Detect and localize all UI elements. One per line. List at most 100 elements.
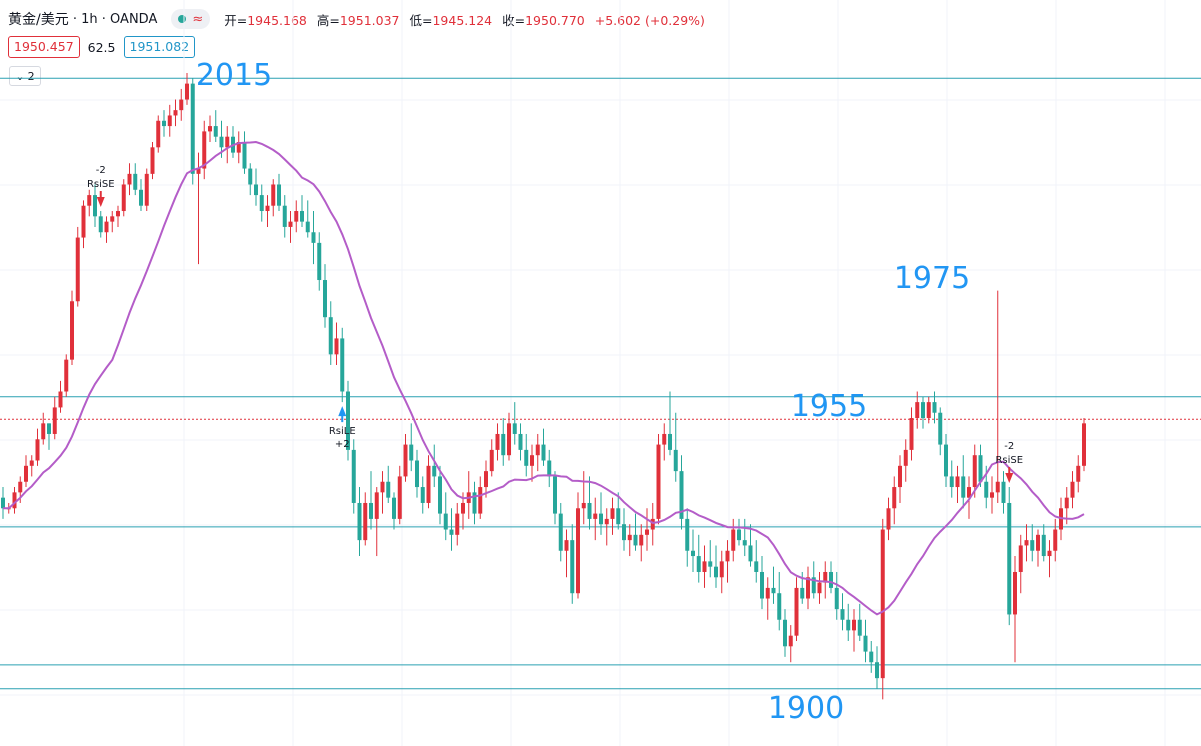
candle-body: [1064, 497, 1069, 509]
candle-body: [668, 433, 672, 450]
candle-body: [553, 476, 557, 514]
candle-body: [35, 439, 40, 461]
signal-arrow-up-icon: [338, 406, 347, 417]
candle-body: [311, 232, 316, 243]
candle-body: [351, 449, 356, 503]
candle-body: [880, 529, 885, 679]
candlestick-series: [1, 73, 1086, 700]
indicator-toggle-button[interactable]: ⌄ 2: [9, 66, 41, 86]
level-label: 1955: [791, 389, 867, 424]
candle-body: [524, 449, 529, 466]
level-label: 1975: [894, 261, 970, 296]
signal-label: RsiSE: [995, 455, 1023, 466]
candle-body: [949, 476, 954, 488]
open-label: 开=: [224, 12, 248, 28]
candle-body: [150, 147, 155, 174]
candle-body: [24, 465, 28, 482]
candle-body: [748, 545, 753, 562]
candle-body: [737, 529, 741, 541]
candle-body: [472, 492, 477, 514]
candle-body: [926, 402, 931, 419]
symbol-name[interactable]: 黄金/美元: [8, 12, 69, 28]
candle-body: [610, 508, 615, 519]
candle-body: [800, 587, 805, 599]
candle-body: [167, 115, 172, 127]
candle-body: [771, 587, 776, 594]
candle-body: [202, 131, 207, 169]
candle-body: [817, 582, 822, 594]
interval-label[interactable]: 1h: [81, 11, 98, 27]
candle-body: [587, 502, 592, 519]
candle-body: [386, 481, 391, 498]
candle-body: [403, 444, 408, 477]
candle-body: [190, 83, 195, 174]
high-label: 高=: [316, 12, 340, 28]
candle-body: [788, 635, 793, 647]
strategy-signals: -2 RsiSE RsiLE +2 -2 RsiSE: [87, 165, 1023, 484]
candle-body: [426, 465, 431, 503]
candle-body: [518, 433, 523, 450]
candle-body: [886, 508, 891, 530]
candle-body: [328, 317, 333, 355]
candle-body: [29, 460, 34, 466]
candle-body: [438, 476, 442, 514]
candle-body: [432, 465, 437, 477]
sell-button[interactable]: 1950.457: [8, 36, 80, 58]
candle-body: [512, 423, 517, 434]
candle-body: [81, 205, 86, 238]
market-status-badge[interactable]: ≈: [171, 9, 211, 29]
candle-body: [719, 561, 724, 578]
candle-body: [777, 593, 782, 620]
market-open-dot-icon: [178, 15, 187, 23]
candle-body: [990, 492, 994, 498]
candle-body: [455, 513, 460, 535]
candle-body: [58, 391, 63, 408]
candle-body: [173, 110, 178, 116]
candle-body: [288, 221, 293, 227]
ohlc-values: 开=1945.168 高=1951.037 低=1945.124 收=1950.…: [224, 10, 711, 29]
candle-body: [93, 195, 97, 217]
candle-body: [967, 487, 971, 498]
candle-body: [1082, 423, 1086, 466]
candle-body: [972, 455, 977, 488]
broker-label: OANDA: [110, 11, 158, 27]
trade-panel: 1950.457 62.5 1951.082: [8, 36, 196, 58]
candle-body: [179, 99, 184, 111]
candle-body: [961, 476, 966, 498]
candle-body: [47, 423, 51, 434]
candle-body: [41, 423, 46, 440]
candle-body: [754, 561, 759, 572]
candle-body: [622, 524, 626, 541]
candle-body: [955, 476, 960, 488]
candle-body: [409, 444, 414, 461]
candle-body: [823, 571, 828, 583]
indicator-count: 2: [27, 69, 35, 83]
signal-label: RsiLE: [329, 426, 356, 437]
candle-body: [576, 508, 580, 594]
candle-body: [1, 497, 5, 509]
candle-body: [875, 662, 879, 679]
candle-body: [162, 120, 166, 127]
candle-body: [679, 471, 684, 519]
candle-body: [1076, 465, 1081, 482]
candle-body: [208, 126, 212, 132]
candle-body: [185, 83, 189, 100]
buy-button[interactable]: 1951.082: [123, 36, 196, 58]
candle-body: [144, 173, 149, 206]
candle-body: [696, 556, 701, 572]
candle-body: [742, 540, 747, 546]
candle-body: [857, 619, 862, 636]
candle-body: [1036, 534, 1040, 551]
candle-body: [834, 587, 839, 610]
candle-body: [495, 433, 500, 450]
candle-body: [645, 529, 649, 535]
candle-body: [1070, 481, 1075, 498]
candle-body: [650, 518, 655, 530]
candle-body: [978, 455, 983, 482]
candle-body: [449, 529, 454, 535]
candle-body: [599, 513, 603, 525]
candle-body: [271, 184, 276, 206]
candle-body: [898, 465, 902, 488]
candle-body: [1030, 540, 1035, 551]
